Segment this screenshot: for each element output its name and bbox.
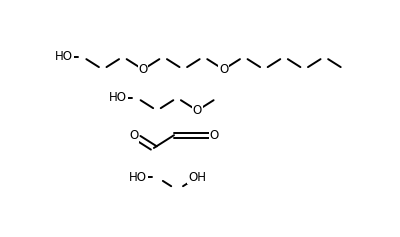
Text: HO: HO xyxy=(55,50,73,63)
Text: O: O xyxy=(210,129,219,142)
Text: HO: HO xyxy=(129,171,147,184)
Text: OH: OH xyxy=(188,171,206,184)
Text: O: O xyxy=(193,104,202,117)
Text: O: O xyxy=(219,63,228,76)
Text: HO: HO xyxy=(109,91,127,104)
Text: O: O xyxy=(138,63,148,76)
Text: O: O xyxy=(129,129,138,142)
